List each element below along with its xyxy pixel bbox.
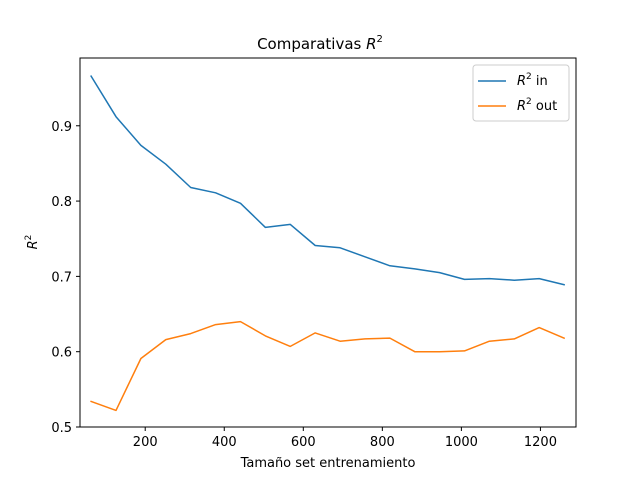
y-tick-label: 0.8 [51,195,72,210]
legend: R2 in R2 out [472,64,570,122]
legend-label-r2-in-symbol: R [517,74,526,89]
x-tick-label: 400 [212,435,237,450]
chart-title-symbol: R [366,35,376,53]
series-line-r2-out [90,320,566,412]
chart-title-superscript: 2 [377,34,383,45]
legend-label-r2-out-symbol: R [517,99,526,114]
x-tick-label: 1000 [445,435,478,450]
series-lines [90,75,566,412]
x-axis-label: Tamaño set entrenamiento [240,456,416,471]
legend-label-r2-out-superscript: 2 [526,97,532,107]
chart-title: Comparativas R2 [257,34,383,53]
y-tick-label: 0.6 [51,346,72,361]
legend-label-r2-in-superscript: 2 [526,72,532,82]
chart-title-main: Comparativas [257,35,366,53]
axes-frame [79,57,577,428]
y-tick-label: 0.7 [51,270,72,285]
x-axis-ticks: 200 400 600 800 1000 1200 [133,427,557,450]
y-tick-label: 0.5 [51,421,72,436]
y-axis-label-superscript: 2 [24,235,34,241]
x-tick-label: 600 [291,435,316,450]
y-axis-label: R2 [24,235,41,250]
y-axis-label-symbol: R [26,240,41,249]
legend-label-r2-in: R2 in [517,72,548,89]
legend-label-r2-out-rest: out [532,99,557,114]
y-tick-label: 0.9 [51,120,72,135]
legend-label-r2-in-rest: in [532,74,548,89]
x-tick-label: 1200 [524,435,557,450]
y-axis-ticks: 0.5 0.6 0.7 0.8 0.9 [51,120,80,436]
legend-label-r2-out: R2 out [517,97,557,114]
series-line-r2-in [90,75,566,286]
x-tick-label: 200 [133,435,158,450]
legend-box [472,64,570,122]
x-tick-label: 800 [370,435,395,450]
